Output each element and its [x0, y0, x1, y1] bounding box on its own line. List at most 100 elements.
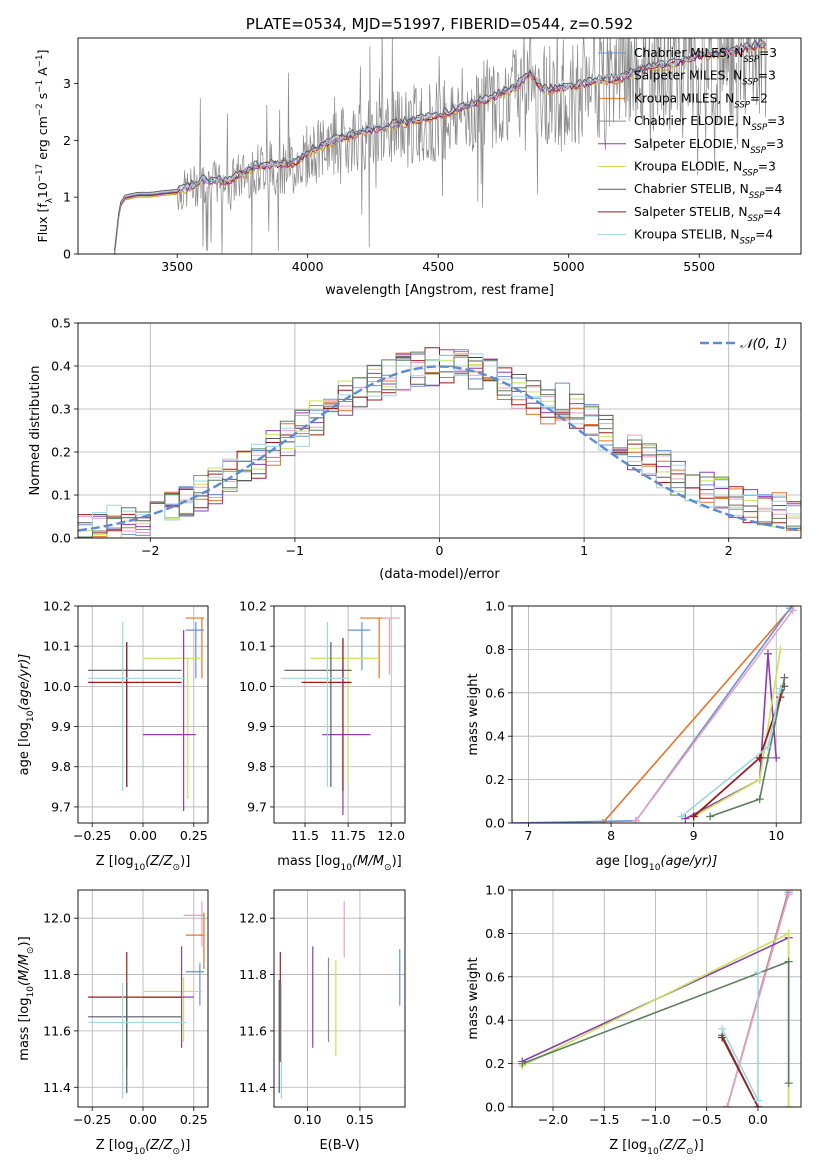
mass-vs-Z-ytick-label: 11.6 — [43, 1023, 71, 1038]
age-vs-Z-ytick-label: 10.1 — [43, 639, 71, 654]
weight-marker — [780, 682, 789, 691]
age-vs-mass-errorbars — [280, 617, 400, 815]
age-vs-Z-ylabel-part: age [log — [17, 722, 32, 775]
mass-vs-Z-ytick-label: 12.0 — [43, 911, 71, 926]
spectrum-xtick-label: 3500 — [161, 259, 193, 274]
mass-vs-Z-xlabel-part: )] — [180, 1138, 190, 1153]
age-vs-mass-xlabel-part: mass [log — [277, 854, 340, 869]
weight-marker — [763, 743, 772, 752]
legend-label-part: SSP — [742, 78, 759, 88]
legend-label: 𝒩(0, 1) — [740, 337, 787, 352]
spectrum-xtick-label: 4000 — [292, 259, 324, 274]
spectrum-ylabel-part: −1 — [35, 54, 45, 67]
residuals-ytick-label: 0.2 — [51, 445, 71, 460]
spectrum-title: PLATE=0534, MJD=51997, FIBERID=0544, z=0… — [246, 15, 633, 33]
weight-vs-Z-xlabel-part: ⊙ — [686, 1147, 694, 1157]
weight-marker — [598, 819, 607, 823]
mass-vs-Z-ylabel-part: mass [log — [17, 998, 32, 1061]
legend-label: Kroupa ELODIE, NSSP=3 — [634, 160, 776, 179]
model-spectrum-c8 — [114, 42, 767, 254]
data-layer — [78, 38, 801, 1107]
age-vs-Z-xlabel-part: Z [log — [96, 854, 134, 869]
age-vs-Z-xlabel-part: (Z/Z — [145, 854, 173, 869]
legend-label-part: Chabrier MILES, N — [634, 46, 743, 60]
histogram-green — [78, 351, 801, 538]
residuals-ytick-label: 0.4 — [51, 359, 71, 374]
model-spectrum-c7 — [114, 38, 767, 251]
weight-marker — [784, 929, 793, 938]
weight-vs-Z-ylabel: mass weight — [466, 957, 481, 1039]
spectrum-xtick-label: 4500 — [422, 259, 454, 274]
legend-label-part: Kroupa STELIB, N — [634, 228, 740, 242]
legend-label-part: =3 — [767, 114, 785, 128]
model-spectrum-c2 — [114, 39, 767, 253]
residuals-xtick-label: −2 — [141, 543, 159, 558]
spectrum-xlabel: wavelength [Angstrom, rest frame] — [325, 283, 554, 298]
weight-marker — [723, 1103, 732, 1107]
legend-label-part: Salpeter STELIB, N — [634, 205, 747, 219]
mass-vs-Z-xtick-label: −0.25 — [73, 1112, 111, 1127]
weight-vs-age-xlabel-part: 10 — [649, 863, 661, 873]
weight-marker — [681, 814, 690, 823]
age-vs-mass-xtick-label: 12.0 — [377, 828, 405, 843]
legend-label-part: =3 — [759, 46, 777, 60]
weight-marker — [780, 673, 789, 682]
age-vs-mass-ytick-label: 9.7 — [247, 799, 267, 814]
age-vs-Z-ytick-label: 9.7 — [51, 799, 71, 814]
spectrum-ylabel-part: ] — [35, 50, 50, 55]
weight-vs-age-ytick-label: 0.2 — [485, 772, 505, 787]
spectrum-ylabel: Flux [fλ10−17 erg cm−2 s−1 A−1] — [35, 50, 55, 243]
mass-vs-Z-ylabel-part: ⊙ — [26, 946, 36, 954]
weight-vs-age-xtick-label: 8 — [607, 828, 615, 843]
weight-marker — [784, 1079, 793, 1088]
mass-vs-EBV-ytick-label: 11.4 — [239, 1080, 267, 1095]
weight-line-c9 — [680, 688, 782, 818]
weight-marker — [755, 795, 764, 804]
age-vs-Z-xlabel: Z [log10(Z/Z⊙)] — [96, 854, 191, 873]
residuals-xlabel: (data-model)/error — [379, 567, 500, 582]
weight-marker — [706, 812, 715, 821]
legend-label-part: SSP — [751, 123, 768, 133]
legend-label: Salpeter STELIB, NSSP=4 — [634, 205, 781, 224]
weight-vs-age-xtick-label: 10 — [768, 828, 784, 843]
legend-label-part: Kroupa ELODIE, N — [634, 160, 742, 174]
weight-marker — [718, 1024, 727, 1033]
age-vs-mass-ytick-label: 9.9 — [247, 719, 267, 734]
weight-marker — [784, 890, 793, 899]
mass-vs-EBV-xlabel: E(B-V) — [319, 1138, 359, 1153]
weight-marker — [784, 1103, 793, 1107]
legend-label-part: =4 — [763, 205, 781, 219]
weight-marker — [763, 753, 772, 762]
weight-marker — [755, 775, 764, 784]
mass-vs-EBV-ytick-label: 11.6 — [239, 1023, 267, 1038]
spectrum-ylabel-part: −17 — [35, 164, 45, 182]
legend-label-part: SSP — [750, 146, 767, 156]
mass-vs-Z-xlabel-part: 10 — [134, 1147, 146, 1157]
weight-vs-age-xlabel-part: (age/yr)] — [660, 854, 717, 869]
weight-vs-age-xtick-label: 9 — [690, 828, 698, 843]
age-vs-mass-ytick-label: 9.8 — [247, 759, 267, 774]
residuals-ytick-label: 0.3 — [51, 402, 71, 417]
model-spectrum-c5 — [114, 43, 767, 254]
weight-vs-Z-ytick-label: 1.0 — [485, 883, 505, 898]
legend-label: Kroupa STELIB, NSSP=4 — [634, 228, 773, 247]
weight-vs-Z-xlabel-part: (Z/Z — [659, 1138, 687, 1153]
legend-label-part: Salpeter ELODIE, N — [634, 137, 750, 151]
legend-label-part: SSP — [743, 55, 760, 65]
weight-vs-Z-frame — [511, 889, 802, 1108]
weight-vs-age-ylabel: mass weight — [466, 673, 481, 755]
weight-marker — [718, 1033, 727, 1042]
age-vs-mass-xlabel-part: (M/M — [352, 854, 384, 869]
grid-layer — [78, 322, 801, 1108]
weight-vs-age-ytick-label: 0.4 — [485, 729, 505, 744]
weight-vs-Z-xtick-label: −1.5 — [589, 1112, 619, 1127]
weight-marker — [788, 606, 797, 615]
weight-vs-age-ytick-label: 0.0 — [485, 816, 505, 831]
weight-vs-age-frame — [511, 605, 802, 824]
age-vs-Z-ylabel: age [log10(age/yr)] — [17, 654, 36, 776]
spectrum-ylabel-part: s — [35, 93, 50, 104]
weight-vs-Z-xlabel-part: 10 — [647, 1147, 659, 1157]
weight-marker — [776, 645, 785, 654]
age-vs-Z-ytick-label: 10.0 — [43, 679, 71, 694]
